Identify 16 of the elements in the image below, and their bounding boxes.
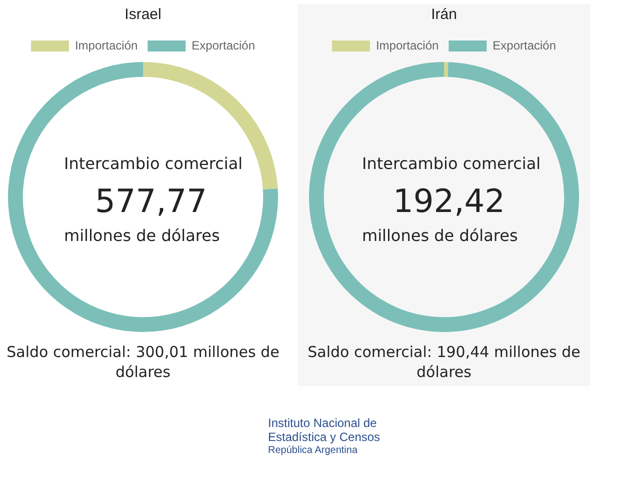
text: Intercambio comercial — [361, 154, 542, 173]
text: República Argentina — [268, 444, 359, 458]
text: millones de dólares — [63, 226, 221, 245]
text: Instituto Nacional de Estadística y Censos — [268, 416, 382, 444]
chart-title: Israel — [124, 6, 162, 24]
chart-title: Irán — [431, 6, 457, 24]
legend-label: Importación — [74, 38, 138, 52]
text: Saldo comercial: 190,44 millones de dólares — [306, 342, 582, 382]
text: millones de dólares — [361, 226, 519, 245]
legend-label: Exportación — [492, 38, 556, 52]
text: Saldo comercial: 300,01 millones de dólares — [6, 342, 280, 382]
text: Intercambio comercial — [63, 154, 244, 173]
legend-label: Exportación — [192, 38, 256, 52]
text: 577,77 — [94, 182, 208, 220]
text: 192,42 — [392, 182, 506, 220]
legend-label: Importación — [376, 38, 439, 52]
